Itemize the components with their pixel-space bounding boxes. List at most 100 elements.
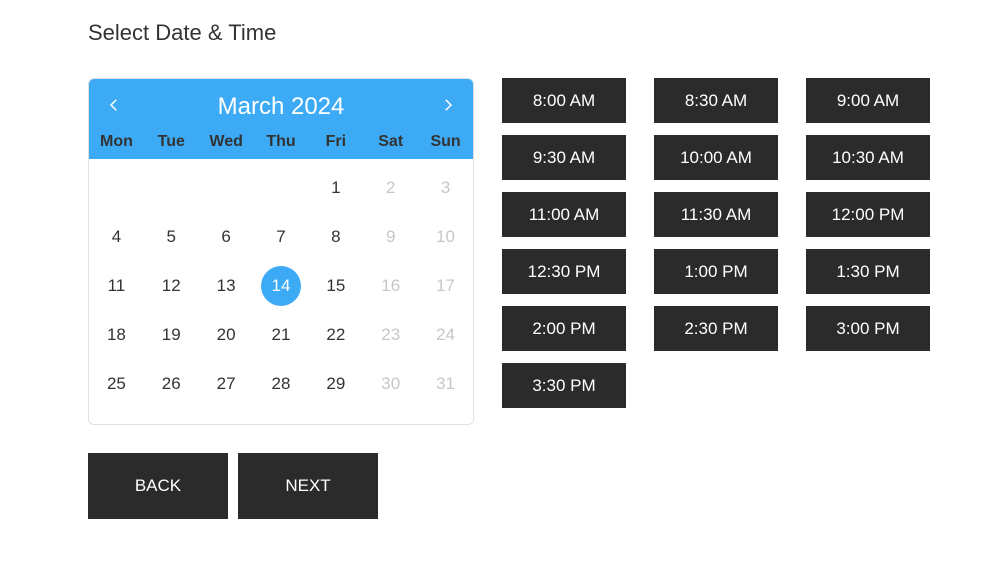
- calendar-dow-row: MonTueWedThuFriSatSun: [89, 127, 473, 159]
- calendar-day-grid: 1234567891011121314151617181920212223242…: [89, 159, 473, 424]
- calendar-day: 9: [363, 212, 418, 261]
- calendar-day[interactable]: 13: [199, 261, 254, 310]
- calendar-day: 23: [363, 310, 418, 359]
- calendar-day[interactable]: 20: [199, 310, 254, 359]
- time-slot[interactable]: 1:30 PM: [806, 249, 930, 294]
- calendar-day[interactable]: 11: [89, 261, 144, 310]
- time-slot[interactable]: 3:00 PM: [806, 306, 930, 351]
- calendar-day[interactable]: 15: [308, 261, 363, 310]
- calendar-day-number: 28: [261, 364, 301, 404]
- calendar-day[interactable]: 26: [144, 359, 199, 408]
- time-slot[interactable]: 9:30 AM: [502, 135, 626, 180]
- time-slot[interactable]: 2:30 PM: [654, 306, 778, 351]
- calendar-empty-cell: [199, 163, 254, 212]
- calendar-day: 30: [363, 359, 418, 408]
- calendar-day[interactable]: 6: [199, 212, 254, 261]
- calendar-day[interactable]: 25: [89, 359, 144, 408]
- back-button[interactable]: BACK: [88, 453, 228, 519]
- calendar-day-number: 15: [316, 266, 356, 306]
- time-slot[interactable]: 11:00 AM: [502, 192, 626, 237]
- calendar-day-number: 29: [316, 364, 356, 404]
- calendar-day[interactable]: 14: [254, 261, 309, 310]
- calendar-day[interactable]: 28: [254, 359, 309, 408]
- calendar-day-number: 5: [151, 217, 191, 257]
- calendar-day-number: 10: [426, 217, 466, 257]
- time-slot[interactable]: 3:30 PM: [502, 363, 626, 408]
- time-slot[interactable]: 8:00 AM: [502, 78, 626, 123]
- calendar-day-number: 18: [96, 315, 136, 355]
- chevron-left-icon: [105, 96, 123, 114]
- calendar-day-number: 31: [426, 364, 466, 404]
- calendar-dow-cell: Sun: [418, 133, 473, 151]
- calendar-day-number: 21: [261, 315, 301, 355]
- calendar-dow-cell: Tue: [144, 133, 199, 151]
- calendar-day-number: 6: [206, 217, 246, 257]
- time-slot[interactable]: 2:00 PM: [502, 306, 626, 351]
- calendar-day-number: 19: [151, 315, 191, 355]
- calendar-day-number: 20: [206, 315, 246, 355]
- calendar-day[interactable]: 5: [144, 212, 199, 261]
- time-slot[interactable]: 11:30 AM: [654, 192, 778, 237]
- calendar-day-number: 25: [96, 364, 136, 404]
- time-slot[interactable]: 10:00 AM: [654, 135, 778, 180]
- calendar-day[interactable]: 22: [308, 310, 363, 359]
- time-slot[interactable]: 10:30 AM: [806, 135, 930, 180]
- time-slot-grid: 8:00 AM 8:30 AM 9:00 AM 9:30 AM 10:00 AM 10:3…: [502, 78, 934, 408]
- calendar-day: 10: [418, 212, 473, 261]
- time-slot[interactable]: 12:00 PM: [806, 192, 930, 237]
- calendar-day: 31: [418, 359, 473, 408]
- next-button[interactable]: NEXT: [238, 453, 378, 519]
- calendar-day[interactable]: 7: [254, 212, 309, 261]
- calendar-day-number: 12: [151, 266, 191, 306]
- time-slot[interactable]: 9:00 AM: [806, 78, 930, 123]
- time-slot[interactable]: 8:30 AM: [654, 78, 778, 123]
- calendar-day[interactable]: 21: [254, 310, 309, 359]
- next-month-button[interactable]: [439, 96, 457, 119]
- prev-month-button[interactable]: [105, 96, 123, 119]
- calendar-empty-cell: [144, 163, 199, 212]
- calendar-day-number: 30: [371, 364, 411, 404]
- calendar-top-row: March 2024: [89, 89, 473, 127]
- calendar-dow-cell: Thu: [254, 133, 309, 151]
- calendar-day-number: 24: [426, 315, 466, 355]
- calendar-day: 3: [418, 163, 473, 212]
- calendar-dow-cell: Wed: [199, 133, 254, 151]
- calendar-dow-cell: Fri: [308, 133, 363, 151]
- calendar-day[interactable]: 12: [144, 261, 199, 310]
- time-slot[interactable]: 12:30 PM: [502, 249, 626, 294]
- calendar-empty-cell: [254, 163, 309, 212]
- calendar-day: 24: [418, 310, 473, 359]
- calendar-day-number: 8: [316, 217, 356, 257]
- calendar: March 2024 MonTueWedThuFriSatSun 1234567…: [88, 78, 474, 425]
- calendar-day-number: 3: [426, 168, 466, 208]
- calendar-day-number: 9: [371, 217, 411, 257]
- calendar-day-number: 14: [261, 266, 301, 306]
- calendar-day: 17: [418, 261, 473, 310]
- calendar-header: March 2024 MonTueWedThuFriSatSun: [89, 79, 473, 159]
- calendar-day-number: 17: [426, 266, 466, 306]
- calendar-day-number: 7: [261, 217, 301, 257]
- calendar-day[interactable]: 1: [308, 163, 363, 212]
- time-slot[interactable]: 1:00 PM: [654, 249, 778, 294]
- chevron-right-icon: [439, 96, 457, 114]
- calendar-day-number: 23: [371, 315, 411, 355]
- calendar-day[interactable]: 27: [199, 359, 254, 408]
- calendar-day[interactable]: 8: [308, 212, 363, 261]
- calendar-dow-cell: Sat: [363, 133, 418, 151]
- calendar-day[interactable]: 19: [144, 310, 199, 359]
- calendar-day-number: 11: [96, 266, 136, 306]
- calendar-day-number: 27: [206, 364, 246, 404]
- calendar-day[interactable]: 18: [89, 310, 144, 359]
- page-title: Select Date & Time: [88, 20, 997, 46]
- calendar-month-label: March 2024: [218, 93, 345, 121]
- calendar-day-number: 16: [371, 266, 411, 306]
- main-content: March 2024 MonTueWedThuFriSatSun 1234567…: [88, 78, 997, 425]
- calendar-day[interactable]: 4: [89, 212, 144, 261]
- calendar-day-number: 13: [206, 266, 246, 306]
- footer-buttons: BACK NEXT: [88, 453, 997, 519]
- calendar-day[interactable]: 29: [308, 359, 363, 408]
- calendar-dow-cell: Mon: [89, 133, 144, 151]
- calendar-day-number: 4: [96, 217, 136, 257]
- calendar-day-number: 26: [151, 364, 191, 404]
- calendar-day-number: 1: [316, 168, 356, 208]
